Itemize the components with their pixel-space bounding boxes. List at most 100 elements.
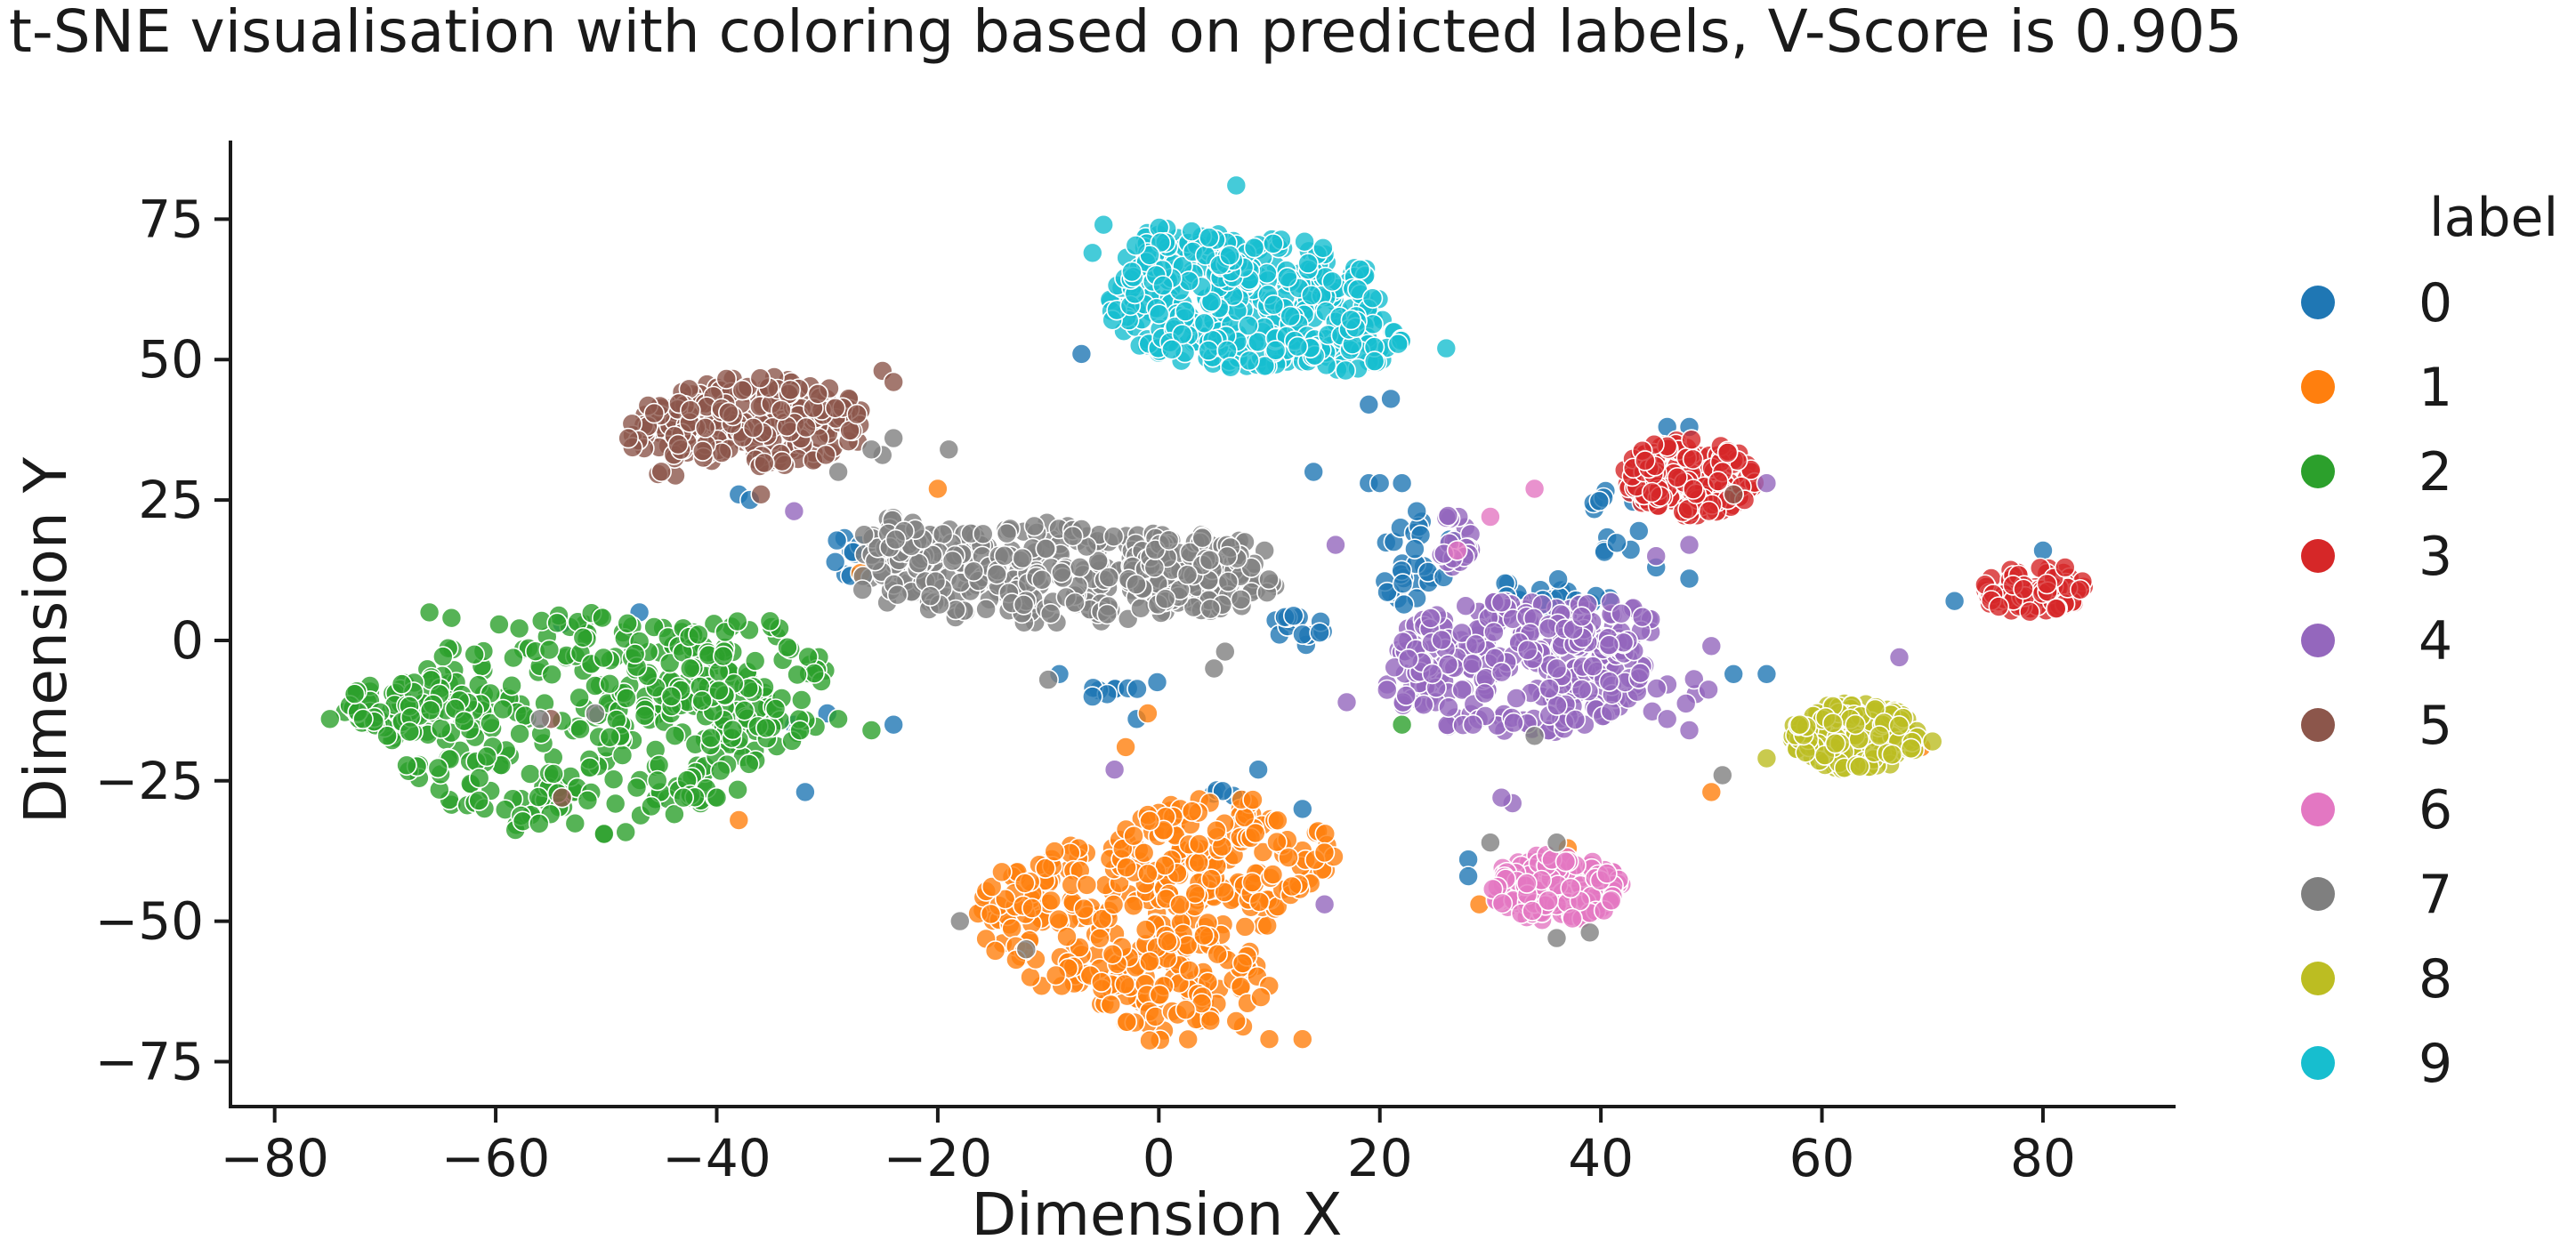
data-point [712, 645, 734, 667]
data-point [1361, 287, 1384, 310]
x-tick-label: 20 [1347, 1128, 1413, 1188]
data-point [1116, 1011, 1138, 1033]
data-point [1215, 640, 1236, 663]
data-point [1795, 742, 1816, 763]
data-point [1283, 605, 1304, 627]
data-point [731, 379, 754, 401]
data-point [1309, 622, 1330, 644]
data-point [1250, 986, 1272, 1008]
data-point [853, 524, 875, 546]
data-point [1391, 713, 1413, 736]
data-point [1667, 466, 1688, 488]
data-point [1491, 892, 1514, 914]
data-point [1678, 568, 1700, 590]
data-point [1387, 333, 1409, 355]
data-point [1313, 841, 1336, 864]
data-point [1031, 568, 1053, 591]
data-point [1206, 819, 1227, 841]
data-point [591, 607, 613, 629]
data-point [1546, 832, 1568, 854]
data-point [1217, 571, 1240, 592]
x-tick-label: 0 [1143, 1128, 1175, 1188]
data-point [1437, 654, 1459, 675]
data-point [1178, 270, 1199, 292]
data-point [1571, 606, 1593, 628]
data-point [1564, 709, 1587, 730]
data-point [1188, 833, 1210, 855]
data-point [1193, 924, 1215, 946]
data-point [1216, 545, 1238, 568]
data-point [1421, 663, 1443, 685]
data-point [489, 614, 510, 635]
data-point [599, 672, 621, 695]
chart-title: t-SNE visualisation with coloring based … [9, 0, 2242, 66]
legend-label-4: 4 [2419, 610, 2452, 672]
x-tick-label: −80 [220, 1128, 328, 1188]
legend-marker-3 [2301, 539, 2335, 573]
data-point [1554, 850, 1577, 873]
series-9 [1082, 174, 1458, 382]
data-point [528, 813, 550, 834]
data-point [1681, 429, 1702, 451]
data-point [1248, 891, 1271, 913]
data-point [480, 713, 501, 734]
data-point [1154, 855, 1175, 876]
data-point [1126, 678, 1148, 700]
data-point [759, 610, 781, 632]
legend-marker-0 [2301, 286, 2335, 319]
x-tick-label: 40 [1568, 1128, 1634, 1188]
data-point [1380, 388, 1401, 410]
data-point [1157, 930, 1178, 952]
data-point [1881, 744, 1903, 766]
data-point [1678, 534, 1700, 556]
data-point [585, 703, 606, 724]
data-point [1245, 822, 1266, 844]
data-point [1243, 237, 1265, 259]
data-point [824, 551, 846, 573]
y-tick-label: 0 [171, 610, 204, 671]
data-point [1446, 540, 1468, 561]
series-4 [783, 472, 1910, 915]
data-point [1181, 801, 1203, 822]
data-point [1139, 951, 1160, 972]
data-point [1598, 671, 1620, 692]
data-point [427, 757, 449, 779]
data-point [1263, 233, 1284, 254]
data-point [1292, 1028, 1313, 1050]
data-point [1264, 339, 1287, 361]
legend: label 0 1 2 3 4 5 6 7 8 9 [2301, 187, 2558, 1095]
data-point [1313, 893, 1336, 915]
data-point [1596, 863, 1618, 884]
data-point [1149, 984, 1171, 1006]
data-point [749, 367, 771, 390]
data-point [1297, 253, 1319, 274]
data-point [1175, 999, 1197, 1020]
data-point [1038, 669, 1059, 690]
data-point [1103, 759, 1126, 781]
data-point [643, 402, 666, 424]
data-point [1012, 547, 1033, 569]
data-point [1193, 312, 1215, 334]
data-point [1062, 525, 1084, 547]
data-point [1538, 890, 1559, 912]
data-point [883, 427, 905, 449]
data-point [1546, 927, 1568, 949]
data-point [709, 760, 731, 782]
data-point [1363, 350, 1385, 372]
data-point [1391, 472, 1413, 495]
x-tick-label: 60 [1789, 1128, 1855, 1188]
data-point [1100, 994, 1122, 1016]
data-point [1214, 882, 1235, 903]
data-point [1148, 303, 1170, 326]
data-point [1051, 561, 1072, 584]
data-point [963, 560, 984, 583]
data-point [1943, 590, 1966, 612]
data-point [1506, 688, 1527, 709]
data-point [1588, 490, 1611, 512]
data-point [1102, 526, 1125, 548]
data-point [1413, 694, 1434, 716]
data-point [883, 713, 905, 736]
data-point [1199, 1010, 1222, 1032]
data-point [1040, 890, 1062, 912]
data-point [1635, 450, 1656, 471]
